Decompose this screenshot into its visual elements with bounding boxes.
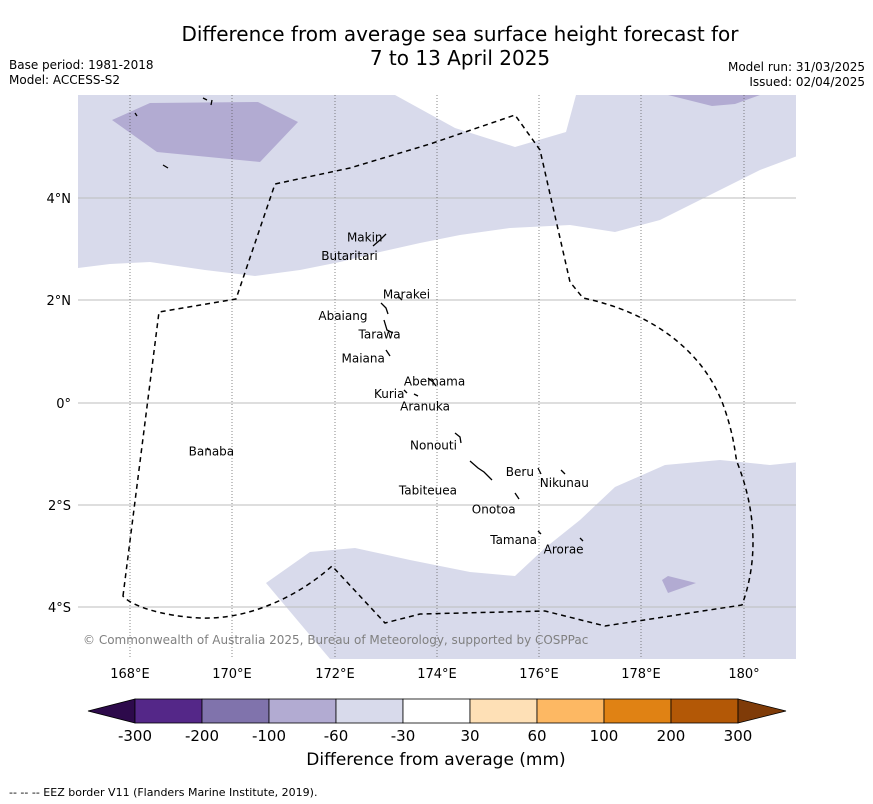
anomaly-patch-north-east [668,95,760,106]
base-period-text: Base period: 1981-2018 [9,58,154,72]
y-tick-4s: 4°S [48,601,71,616]
island-label-beru: Beru [506,465,534,479]
island-label-onotoa: Onotoa [472,503,516,517]
copyright-text: © Commonwealth of Australia 2025, Bureau… [83,633,588,647]
eez-legend-footer: -- -- -- EEZ border V11 (Flanders Marine… [9,786,318,799]
anomaly-gap-north [395,95,576,147]
x-tick-178e: 178°E [621,667,661,682]
island-label-nikunau: Nikunau [540,476,589,490]
island-label-butaritari: Butaritari [321,249,378,263]
anomaly-region-south [266,460,796,659]
island-labels: Makin Butaritari Marakei Abaiang Tarawa Maian… [189,230,589,556]
lon-gridlines [129,95,745,659]
colorbar-extend-low [87,698,136,724]
island-label-aranuka: Aranuka [400,399,450,413]
y-tick-labels: 4°N 2°N 0° 2°S 4°S [47,192,72,616]
island-label-banaba: Banaba [189,445,235,459]
colorbar-tick-label: 30 [460,727,479,745]
colorbar-segment-1 [134,698,203,724]
colorbar-tick-label: 200 [657,727,686,745]
colorbar-segment-8 [603,698,672,724]
colorbar-segment-7 [536,698,605,724]
meta-left: Base period: 1981-2018 Model: ACCESS-S2 [9,58,154,88]
x-tick-labels: 168°E 170°E 172°E 174°E 176°E 178°E 180° [110,667,759,682]
colorbar-tick-label: 300 [724,727,753,745]
island-label-makin: Makin [347,230,383,244]
x-tick-174e: 174°E [417,667,457,682]
island-label-abemama: Abemama [404,375,465,389]
x-tick-168e: 168°E [110,667,150,682]
island-label-kuria: Kuria [374,387,405,401]
y-tick-4n: 4°N [47,192,72,207]
colorbar-segment-6 [469,698,538,724]
island-label-tamana: Tamana [489,533,537,547]
x-tick-176e: 176°E [519,667,559,682]
island-label-maiana: Maiana [342,351,385,365]
colorbar-segment-9 [670,698,739,724]
colorbar-segment-2 [201,698,270,724]
model-run-text: Model run: 31/03/2025 [727,60,865,74]
colorbar-tick-label: -60 [324,727,349,745]
island-label-nonouti: Nonouti [410,438,457,452]
island-label-arorae: Arorae [544,543,584,557]
colorbar-segment-4 [335,698,404,724]
x-tick-170e: 170°E [212,667,252,682]
colorbar-segment-5 [402,698,471,724]
island-outlines [134,97,584,542]
map-area: Makin Butaritari Marakei Abaiang Tarawa Maian… [78,95,796,659]
y-tick-2s: 2°S [48,499,71,514]
colorbar-tick-label: -300 [118,727,152,745]
colorbar-tick-label: -100 [252,727,286,745]
island-label-tarawa: Tarawa [358,327,401,341]
colorbar-extend-high [737,698,787,724]
colorbar: -300 -200 -100 -60 -30 30 60 100 200 300 [87,698,787,745]
colorbar-tick-label: 100 [590,727,619,745]
eez-border [122,114,754,627]
colorbar-segment-3 [268,698,337,724]
map-title-line2: 7 to 13 April 2025 [369,46,551,70]
meta-right: Model run: 31/03/2025 Issued: 02/04/2025 [728,60,865,90]
map-title-line1: Difference from average sea surface heig… [181,22,739,46]
colorbar-title: Difference from average (mm) [306,750,566,770]
x-tick-180: 180° [728,667,759,682]
colorbar-tick-label: -30 [391,727,416,745]
anomaly-patch-north-west [112,102,298,162]
colorbar-tick-label: -200 [185,727,219,745]
issued-text: Issued: 02/04/2025 [749,75,865,89]
anomaly-patch-south [662,576,696,593]
y-tick-0: 0° [56,397,71,412]
island-label-abaiang: Abaiang [318,309,367,323]
island-label-marakei: Marakei [383,288,430,302]
model-text: Model: ACCESS-S2 [9,73,121,87]
x-tick-172e: 172°E [315,667,355,682]
island-label-tabiteuea: Tabiteuea [398,484,457,498]
y-tick-2n: 2°N [47,294,72,309]
colorbar-tick-label: 60 [527,727,546,745]
